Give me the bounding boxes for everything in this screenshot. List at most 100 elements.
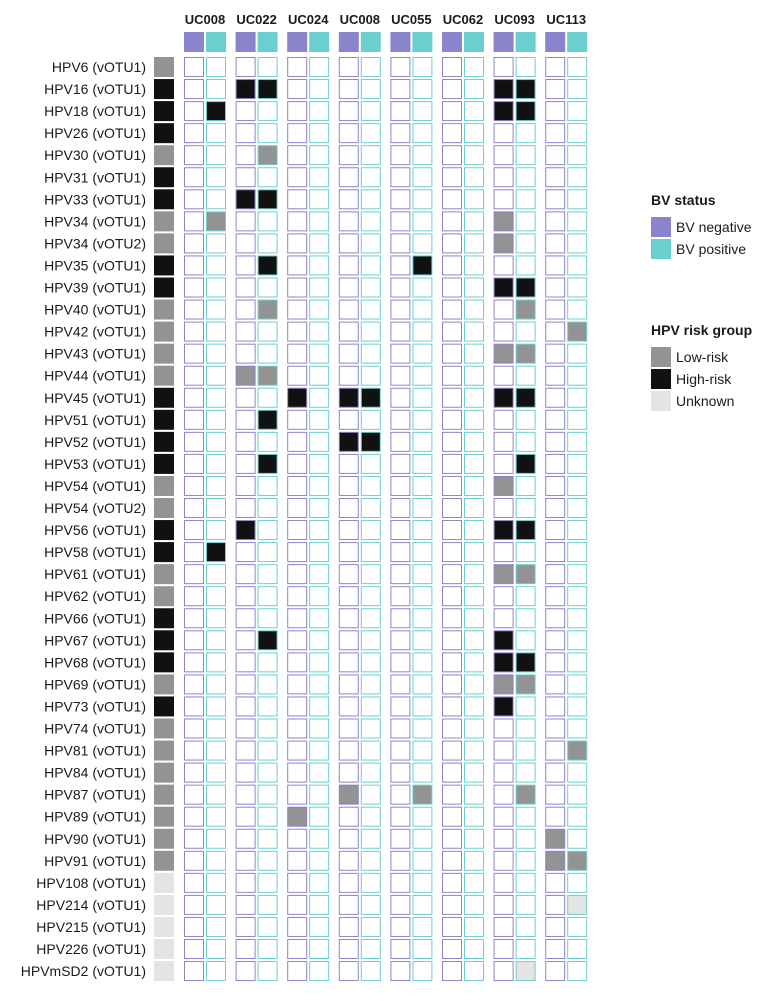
risk-group-cell	[154, 939, 174, 959]
presence-cell-empty	[545, 608, 566, 629]
presence-cell-empty	[464, 894, 484, 915]
presence-cell-empty	[464, 409, 484, 430]
presence-cell-empty	[464, 255, 484, 276]
presence-cell-empty	[206, 387, 226, 408]
presence-cell-empty	[257, 806, 278, 827]
presence-cell-filled	[545, 828, 566, 849]
presence-cell-filled	[206, 542, 226, 563]
presence-cell-empty	[309, 894, 330, 915]
presence-cell-empty	[545, 101, 566, 122]
row-label-hpv53-votu1: HPV53 (vOTU1)	[44, 456, 146, 472]
sample-header-uc093: UC093	[494, 12, 534, 27]
presence-cell-empty	[493, 189, 514, 210]
presence-cell-empty	[545, 387, 566, 408]
presence-cell-empty	[567, 762, 588, 783]
presence-cell-filled	[515, 79, 536, 100]
presence-cell-empty	[442, 542, 462, 563]
presence-cell-empty	[338, 343, 359, 364]
presence-cell-empty	[287, 652, 308, 673]
presence-cell-empty	[287, 101, 308, 122]
presence-cell-empty	[257, 167, 278, 188]
row-label-hpv52-votu1: HPV52 (vOTU1)	[44, 434, 146, 450]
presence-cell-empty	[412, 409, 433, 430]
presence-cell-empty	[442, 365, 462, 386]
presence-cell-empty	[567, 57, 588, 77]
presence-cell-empty	[567, 365, 588, 386]
presence-cell-empty	[493, 586, 514, 607]
high-risk-swatch	[651, 369, 671, 389]
presence-cell-filled	[493, 520, 514, 541]
presence-cell-empty	[338, 939, 359, 959]
presence-cell-empty	[412, 343, 433, 364]
presence-cell-empty	[545, 453, 566, 474]
presence-cell-empty	[184, 409, 204, 430]
presence-cell-empty	[390, 740, 411, 761]
presence-cell-empty	[442, 872, 462, 893]
presence-cell-empty	[442, 343, 462, 364]
row-label-hpv34-votu1: HPV34 (vOTU1)	[44, 213, 146, 229]
presence-cell-empty	[235, 299, 256, 320]
presence-cell-empty	[257, 542, 278, 563]
presence-cell-empty	[309, 453, 330, 474]
presence-cell-empty	[338, 542, 359, 563]
presence-cell-filled	[515, 784, 536, 805]
presence-cell-empty	[287, 762, 308, 783]
presence-cell-empty	[442, 299, 462, 320]
row-label-hpv67-votu1: HPV67 (vOTU1)	[44, 632, 146, 648]
row-label-hpv61-votu1: HPV61 (vOTU1)	[44, 566, 146, 582]
presence-cell-filled	[257, 79, 278, 100]
presence-cell-empty	[442, 233, 462, 254]
row-label-hpv87-votu1: HPV87 (vOTU1)	[44, 787, 146, 803]
presence-cell-filled	[412, 255, 433, 276]
risk-group-cell	[154, 784, 174, 805]
presence-cell-empty	[464, 57, 484, 77]
presence-cell-empty	[515, 828, 536, 849]
presence-cell-empty	[390, 718, 411, 739]
presence-cell-empty	[412, 894, 433, 915]
presence-cell-empty	[442, 696, 462, 717]
presence-cell-empty	[309, 630, 330, 651]
risk-group-cell	[154, 850, 174, 871]
presence-cell-empty	[515, 255, 536, 276]
presence-cell-empty	[235, 255, 256, 276]
presence-cell-empty	[184, 828, 204, 849]
presence-cell-empty	[545, 696, 566, 717]
row-label-hpv16-votu1: HPV16 (vOTU1)	[44, 81, 146, 97]
presence-cell-empty	[184, 608, 204, 629]
presence-cell-empty	[338, 894, 359, 915]
presence-cell-empty	[493, 806, 514, 827]
presence-cell-empty	[442, 145, 462, 166]
presence-cell-empty	[464, 939, 484, 959]
risk-group-cell	[154, 365, 174, 386]
presence-cell-empty	[360, 916, 381, 937]
presence-cell-empty	[567, 453, 588, 474]
row-label-hpv69-votu1: HPV69 (vOTU1)	[44, 676, 146, 692]
presence-cell-empty	[184, 696, 204, 717]
presence-cell-empty	[309, 696, 330, 717]
risk-group-cell	[154, 299, 174, 320]
presence-cell-empty	[309, 939, 330, 959]
presence-cell-filled	[493, 343, 514, 364]
presence-cell-empty	[464, 784, 484, 805]
presence-cell-empty	[309, 409, 330, 430]
presence-cell-empty	[360, 564, 381, 585]
row-label-hpv54-votu1: HPV54 (vOTU1)	[44, 478, 146, 494]
presence-cell-empty	[287, 409, 308, 430]
presence-cell-empty	[360, 850, 381, 871]
legend-item-low-risk: Low-risk	[651, 346, 752, 368]
presence-cell-empty	[338, 475, 359, 496]
presence-cell-empty	[184, 321, 204, 342]
presence-cell-empty	[412, 57, 433, 77]
presence-cell-empty	[360, 277, 381, 298]
presence-cell-empty	[464, 453, 484, 474]
row-label-hpv40-votu1: HPV40 (vOTU1)	[44, 302, 146, 318]
row-label-hpv45-votu1: HPV45 (vOTU1)	[44, 390, 146, 406]
presence-cell-empty	[515, 211, 536, 232]
presence-cell-empty	[464, 475, 484, 496]
presence-cell-empty	[338, 520, 359, 541]
presence-cell-empty	[338, 145, 359, 166]
bv-status-cell-positive	[567, 32, 588, 52]
presence-cell-empty	[287, 718, 308, 739]
presence-cell-empty	[493, 850, 514, 871]
presence-cell-empty	[206, 608, 226, 629]
